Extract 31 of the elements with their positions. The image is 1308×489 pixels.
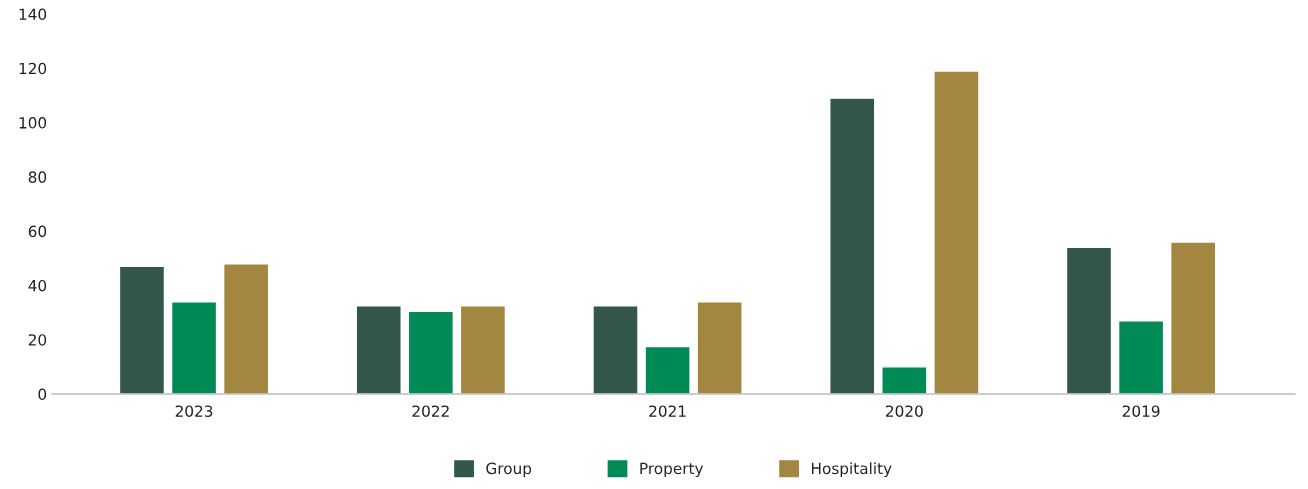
legend-label: Property xyxy=(640,462,704,478)
bar xyxy=(407,310,455,394)
bar xyxy=(881,366,928,394)
y-tick-label: 60 xyxy=(28,225,47,238)
bar xyxy=(644,345,691,394)
y-tick-label: 0 xyxy=(38,388,47,401)
x-tick-label: 2020 xyxy=(886,405,923,417)
x-tick-label: 2022 xyxy=(412,405,449,417)
bar xyxy=(355,305,402,394)
y-tick-label: 20 xyxy=(28,334,47,346)
legend-label: Group xyxy=(486,462,532,478)
y-tick-label: 40 xyxy=(28,279,47,292)
legend-label: Hospitality xyxy=(811,462,892,478)
bar xyxy=(1170,241,1217,394)
bar xyxy=(222,263,270,394)
bar xyxy=(1117,320,1165,394)
bar xyxy=(829,97,876,394)
y-tick-label: 120 xyxy=(19,62,47,75)
y-tick-label: 80 xyxy=(28,171,47,183)
x-tick-label: 2023 xyxy=(175,405,213,417)
bar xyxy=(118,265,166,394)
bar xyxy=(170,301,218,394)
x-tick-label: 2019 xyxy=(1122,405,1160,417)
bar xyxy=(933,70,980,394)
y-tick-label: 100 xyxy=(19,117,47,129)
bar xyxy=(696,301,743,394)
bar xyxy=(1065,246,1113,394)
y-tick-label: 140 xyxy=(19,8,47,21)
bar xyxy=(592,305,639,394)
bar xyxy=(459,305,507,394)
x-tick-label: 2021 xyxy=(649,405,686,417)
